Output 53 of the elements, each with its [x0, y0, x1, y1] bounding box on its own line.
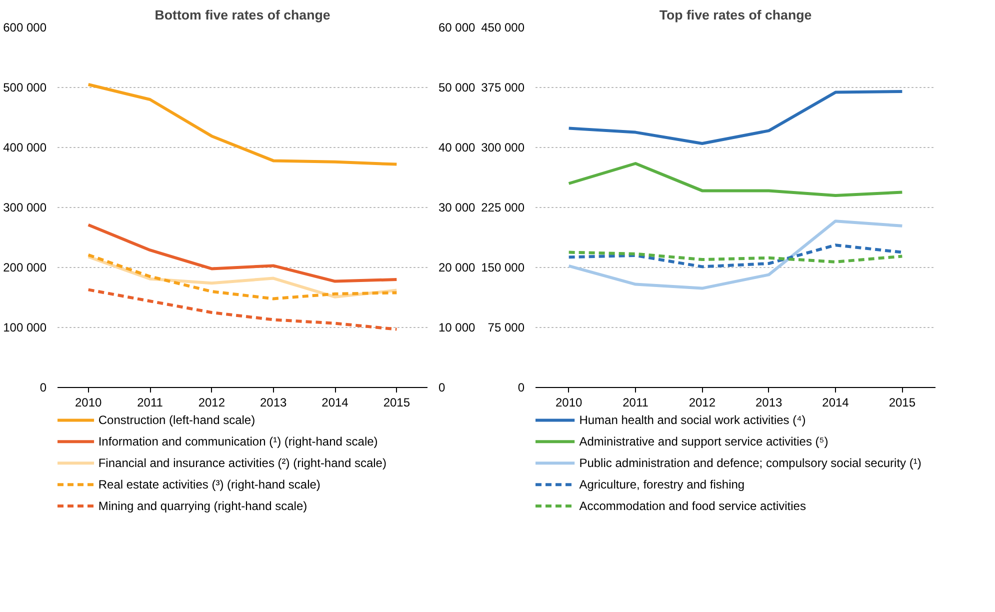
- y-tick-label: 500 000: [3, 80, 47, 94]
- chart-title: Bottom five rates of change: [154, 8, 330, 22]
- legend-label: Human health and social work activities (⁴): [579, 413, 806, 428]
- y-tick-label: 0: [40, 380, 47, 394]
- x-tick-label: 2013: [755, 396, 783, 410]
- x-tick-label: 2014: [822, 396, 850, 410]
- line-series: [86, 288, 398, 331]
- y-tick-label: 0: [518, 380, 525, 394]
- legend-label: Public administration and defence; compulsory social security (¹): [579, 456, 922, 470]
- y2-tick-label: 40 000: [438, 140, 476, 154]
- legend-label: Agriculture, forestry and fishing: [579, 478, 745, 492]
- line-series: [567, 250, 904, 264]
- line-series: [567, 244, 904, 268]
- x-tick-label: 2012: [198, 396, 226, 410]
- x-tick-label: 2013: [260, 396, 288, 410]
- legend-label: Real estate activities (³) (right-hand scale): [98, 478, 320, 492]
- line-series: [86, 83, 398, 166]
- legend-label: Financial and insurance activities (²) (right-hand scale): [98, 456, 386, 470]
- y2-tick-label: 60 000: [438, 20, 476, 34]
- y-tick-label: 300 000: [481, 140, 525, 154]
- y-tick-label: 200 000: [3, 260, 47, 274]
- x-tick-label: 2011: [622, 396, 649, 410]
- x-tick-label: 2014: [322, 396, 349, 410]
- y2-tick-label: 20 000: [438, 260, 476, 274]
- y-tick-label: 225 000: [481, 200, 525, 214]
- legend-label: Administrative and support service activities (⁵): [579, 434, 828, 449]
- y2-tick-label: 0: [438, 380, 446, 394]
- y-tick-label: 450 000: [481, 20, 525, 34]
- x-tick-label: 2010: [74, 396, 102, 410]
- legend-label: Information and communication (¹) (right-hand scale): [98, 434, 378, 449]
- x-tick-label: 2015: [383, 396, 410, 410]
- x-tick-label: 2012: [688, 396, 716, 410]
- legend-label: Construction (left-hand scale): [98, 413, 256, 428]
- y-tick-label: 75 000: [488, 320, 525, 334]
- line-series: [567, 162, 904, 197]
- y2-tick-label: 30 000: [438, 200, 476, 214]
- legend-label: Accommodation and food service activities: [579, 499, 806, 514]
- legend-label: Mining and quarrying (right-hand scale): [98, 499, 308, 514]
- chart-title: Top five rates of change: [659, 8, 812, 22]
- y2-tick-label: 50 000: [438, 80, 476, 94]
- y-tick-label: 300 000: [3, 200, 47, 214]
- x-tick-label: 2015: [888, 396, 916, 410]
- y-tick-label: 375 000: [481, 80, 525, 94]
- y-tick-label: 150 000: [481, 260, 525, 274]
- y2-tick-label: 10 000: [438, 320, 476, 334]
- y-tick-label: 600 000: [3, 20, 47, 34]
- line-series: [567, 90, 904, 145]
- line-series: [567, 220, 904, 290]
- y-tick-label: 400 000: [3, 140, 47, 154]
- y-tick-label: 100 000: [3, 320, 47, 334]
- x-tick-label: 2010: [555, 396, 583, 410]
- x-tick-label: 2011: [137, 396, 164, 410]
- line-series: [86, 223, 398, 283]
